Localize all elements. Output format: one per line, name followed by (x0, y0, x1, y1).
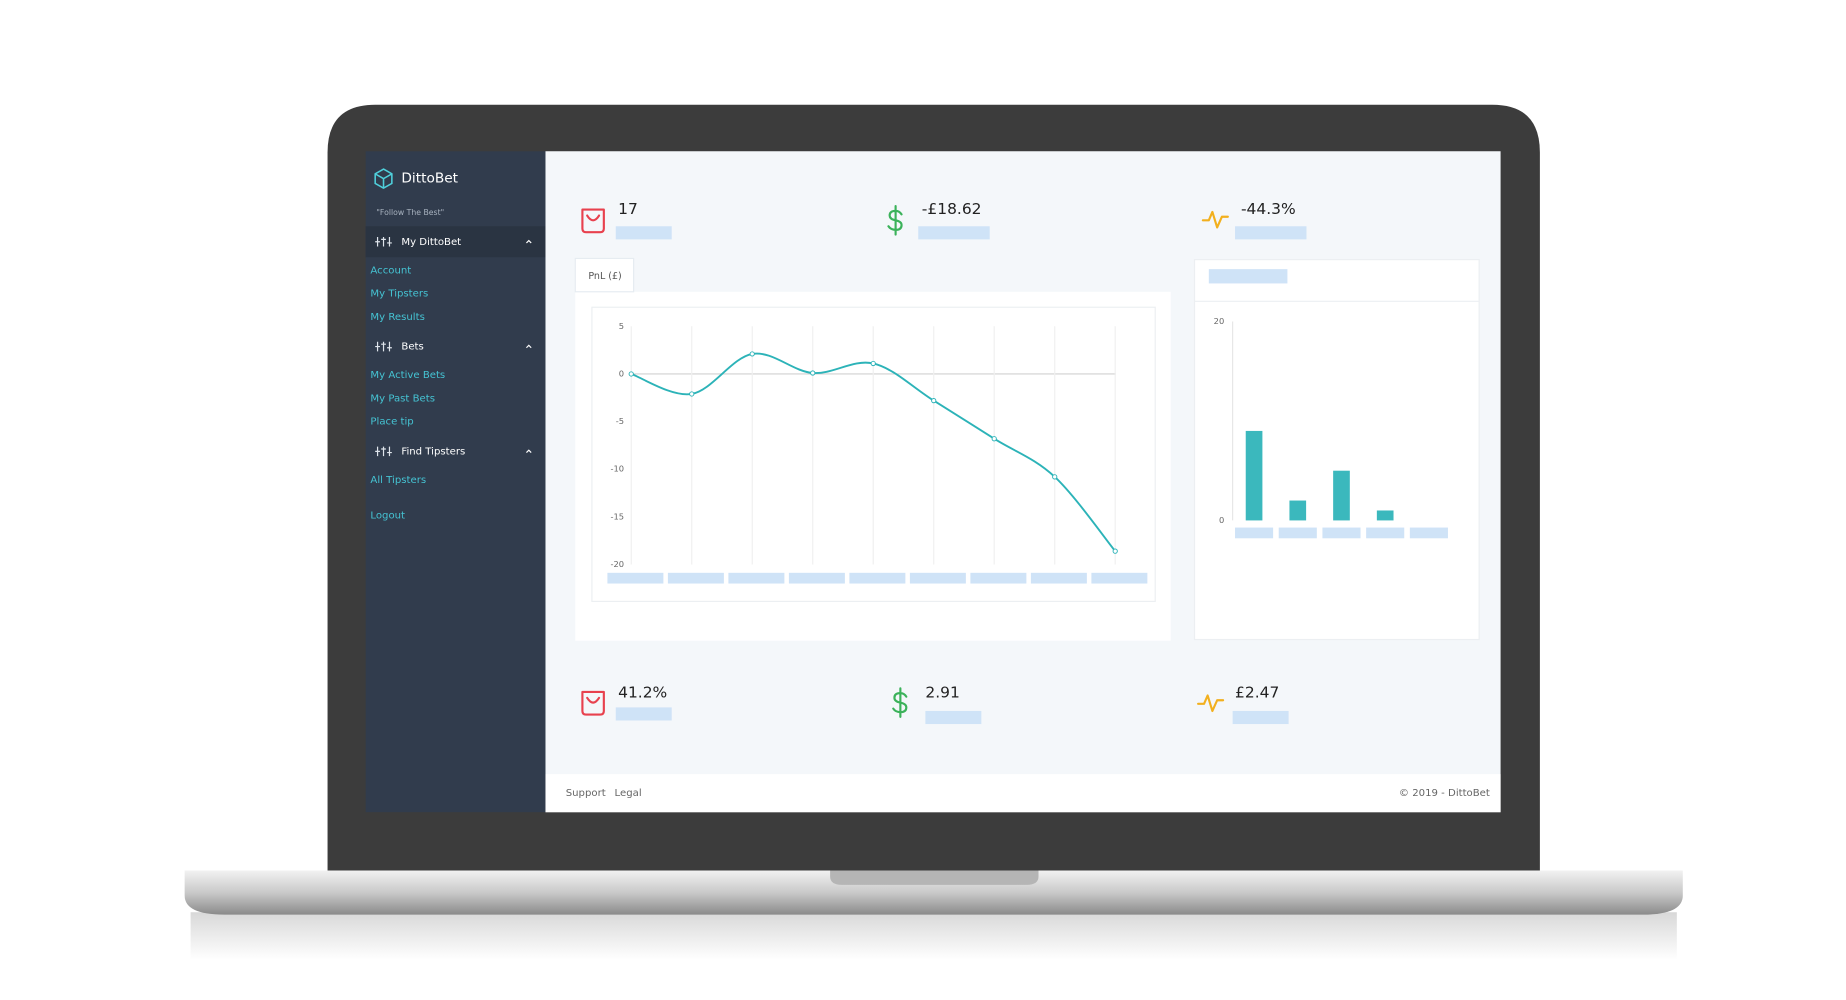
point (1112, 548, 1118, 554)
label-placeholder (615, 226, 672, 240)
section-icon (375, 236, 392, 247)
point (870, 360, 876, 367)
nav-link[interactable]: Logout (370, 511, 405, 522)
tab[interactable] (574, 257, 635, 293)
bag-icon (581, 690, 605, 716)
bar-card (1193, 259, 1480, 641)
label-placeholder (918, 226, 990, 240)
x-label-placeholder (607, 572, 664, 584)
x-label-placeholder (909, 572, 966, 584)
nav-link[interactable]: My Active Bets (370, 370, 445, 381)
point (1052, 474, 1058, 480)
bag-icon (581, 208, 605, 234)
point (689, 391, 695, 397)
section-title[interactable]: Bets (401, 342, 423, 353)
y-tick-label: 5 (619, 321, 624, 331)
x-label-placeholder (667, 572, 724, 584)
stat-value: 17 (618, 200, 638, 218)
sidebar-active-band (365, 226, 546, 258)
x-label-placeholder (1278, 527, 1317, 539)
title-placeholder (1208, 269, 1288, 284)
stat-value: -£18.62 (922, 200, 982, 218)
footer (545, 774, 1501, 813)
point (810, 370, 816, 376)
x-label-placeholder (1030, 572, 1087, 584)
base-notch (830, 870, 1039, 885)
y-tick-label: -10 (610, 464, 624, 474)
y-tick-label: -20 (610, 559, 624, 569)
copyright: © 2019 - DittoBet (1399, 788, 1490, 799)
dollar-icon (887, 204, 903, 236)
x-label-placeholder (728, 572, 785, 584)
point (628, 371, 634, 377)
brand: DittoBet (401, 171, 458, 187)
x-label-placeholder (1091, 572, 1148, 584)
point (991, 436, 997, 442)
nav-link[interactable]: Place tip (370, 417, 413, 428)
stat-value: 2.91 (925, 684, 959, 702)
y-tick-label: 20 (1214, 316, 1225, 326)
pulse-icon (1201, 210, 1229, 229)
sidebar (365, 151, 546, 813)
bar (1245, 430, 1263, 521)
stat-value: -44.3% (1241, 200, 1296, 218)
nav-link[interactable]: My Tipsters (370, 289, 428, 300)
section-title[interactable]: Find Tipsters (401, 446, 465, 457)
chevron (526, 344, 532, 349)
logo-icon (374, 168, 393, 190)
y-tick-label: -15 (610, 511, 624, 521)
base-shadow (190, 912, 1677, 960)
chevron (526, 239, 532, 244)
x-label-placeholder (849, 572, 906, 584)
section-icon (375, 446, 392, 457)
label-placeholder (925, 710, 982, 725)
y-tick-label: -5 (616, 416, 624, 426)
label-placeholder (615, 707, 672, 721)
footer-link[interactable]: Legal (615, 788, 642, 799)
label-placeholder (1232, 710, 1289, 725)
nav-link[interactable]: My Results (370, 312, 424, 323)
x-label-placeholder (1235, 527, 1274, 539)
x-label-placeholder (970, 572, 1027, 584)
footer-link[interactable]: Support (566, 788, 606, 799)
y-tick-label: 0 (619, 368, 624, 378)
bar (1333, 470, 1350, 521)
y-tick-label: 0 (1219, 515, 1224, 525)
chevron (526, 449, 532, 453)
x-label-placeholder (788, 572, 845, 584)
tagline: "Follow The Best" (376, 208, 444, 217)
nav-link[interactable]: Account (370, 265, 411, 276)
stat-value: 41.2% (618, 684, 667, 702)
bar (1289, 500, 1307, 521)
nav-link[interactable]: All Tipsters (370, 475, 426, 486)
label-placeholder (1235, 226, 1307, 240)
tab-label[interactable]: PnL (£) (588, 271, 621, 282)
stat-value: £2.47 (1235, 684, 1279, 702)
point (749, 351, 755, 357)
nav-link[interactable]: My Past Bets (370, 393, 435, 404)
laptop-base (184, 870, 1683, 915)
point (931, 397, 937, 404)
section-icon (375, 341, 392, 352)
x-label-placeholder (1366, 527, 1405, 539)
x-label-placeholder (1409, 527, 1448, 539)
x-label-placeholder (1322, 527, 1361, 539)
bar (1376, 510, 1394, 521)
dollar-icon (892, 687, 908, 718)
pulse-icon (1197, 694, 1225, 713)
section-title[interactable]: My DittoBet (401, 237, 461, 248)
